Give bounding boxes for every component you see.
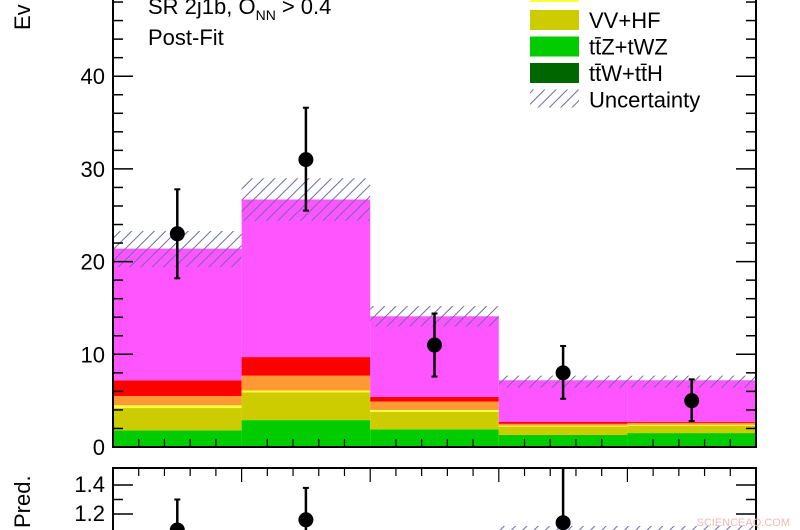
- legend-label: VV+HF: [589, 8, 661, 33]
- axes: 0 10 20 30 40: [81, 0, 757, 530]
- watermark: SCIENCEAQ.COM: [696, 517, 790, 529]
- ratio-frame: [112, 467, 757, 530]
- bar-segment: [370, 411, 499, 430]
- data-points: [169, 106, 700, 530]
- ratio-point: [169, 522, 185, 530]
- legend-label: tt̄Z+tWZ: [589, 35, 668, 60]
- legend-label: Uncertainty: [589, 88, 700, 113]
- legend-swatch: [530, 36, 579, 57]
- ratio-point: [555, 515, 571, 530]
- legend-label: tt̄W+tt̄H: [589, 61, 663, 86]
- bar-segment: [627, 433, 756, 447]
- bar-segment: [113, 380, 242, 397]
- bar-segment: [370, 429, 499, 447]
- data-point: [427, 337, 442, 353]
- chart-title: SR 2j1b, ONN > 0.4: [148, 0, 331, 23]
- bar-segment: [113, 405, 242, 409]
- bar-segment: [241, 390, 371, 393]
- bar-segment: [370, 396, 499, 402]
- y-tick-label: 30: [81, 157, 105, 182]
- bar-segment: [498, 426, 628, 435]
- legend-swatch-uncertainty: [530, 89, 579, 108]
- main-frame: [112, 0, 757, 448]
- chart-subtitle: Post-Fit: [148, 25, 224, 50]
- legend-swatch-yellow: [530, 0, 579, 2]
- bar-segment: [370, 401, 499, 410]
- bar-segment: [498, 434, 628, 447]
- title-sub: NN: [256, 7, 276, 23]
- data-point: [169, 226, 185, 242]
- y-tick-label: 0: [93, 435, 105, 460]
- bar-segment: [241, 357, 371, 376]
- y-tick-label: 20: [81, 250, 105, 275]
- bar-segment: [241, 199, 371, 358]
- bar-segment: [241, 420, 371, 447]
- bar-segment: [113, 430, 242, 447]
- ratio-uncertainty-band: [498, 526, 756, 530]
- bar-segment: [113, 408, 242, 431]
- ratio-ytick-1.4: 1.4: [74, 472, 105, 497]
- title-cut: > 0.4: [282, 0, 332, 19]
- ratio-ytick-1.2: 1.2: [74, 501, 105, 526]
- bar-segment: [370, 409, 499, 412]
- bar-segment: [627, 421, 756, 423]
- bar-segment: [627, 424, 756, 426]
- bar-segment: [627, 425, 756, 434]
- data-point: [298, 152, 314, 168]
- bar-segment: [627, 422, 756, 425]
- bar-segment: [498, 421, 628, 424]
- bar-segment: [113, 396, 242, 406]
- ratio-y-label: Pred.: [10, 475, 35, 528]
- title-main: SR 2j1b, O: [148, 0, 256, 19]
- data-point: [684, 393, 700, 409]
- legend-swatch: [530, 10, 579, 30]
- y-tick-label: 10: [81, 342, 105, 367]
- bar-segment: [241, 375, 371, 391]
- y-tick-label: 40: [81, 64, 105, 89]
- ratio-point: [298, 512, 314, 528]
- data-point: [555, 365, 571, 381]
- bar-segment: [498, 425, 628, 427]
- bar-segment: [498, 423, 628, 426]
- legend-swatch: [530, 63, 579, 83]
- bar-segment: [241, 392, 371, 421]
- y-axis-label: Ev: [10, 4, 35, 30]
